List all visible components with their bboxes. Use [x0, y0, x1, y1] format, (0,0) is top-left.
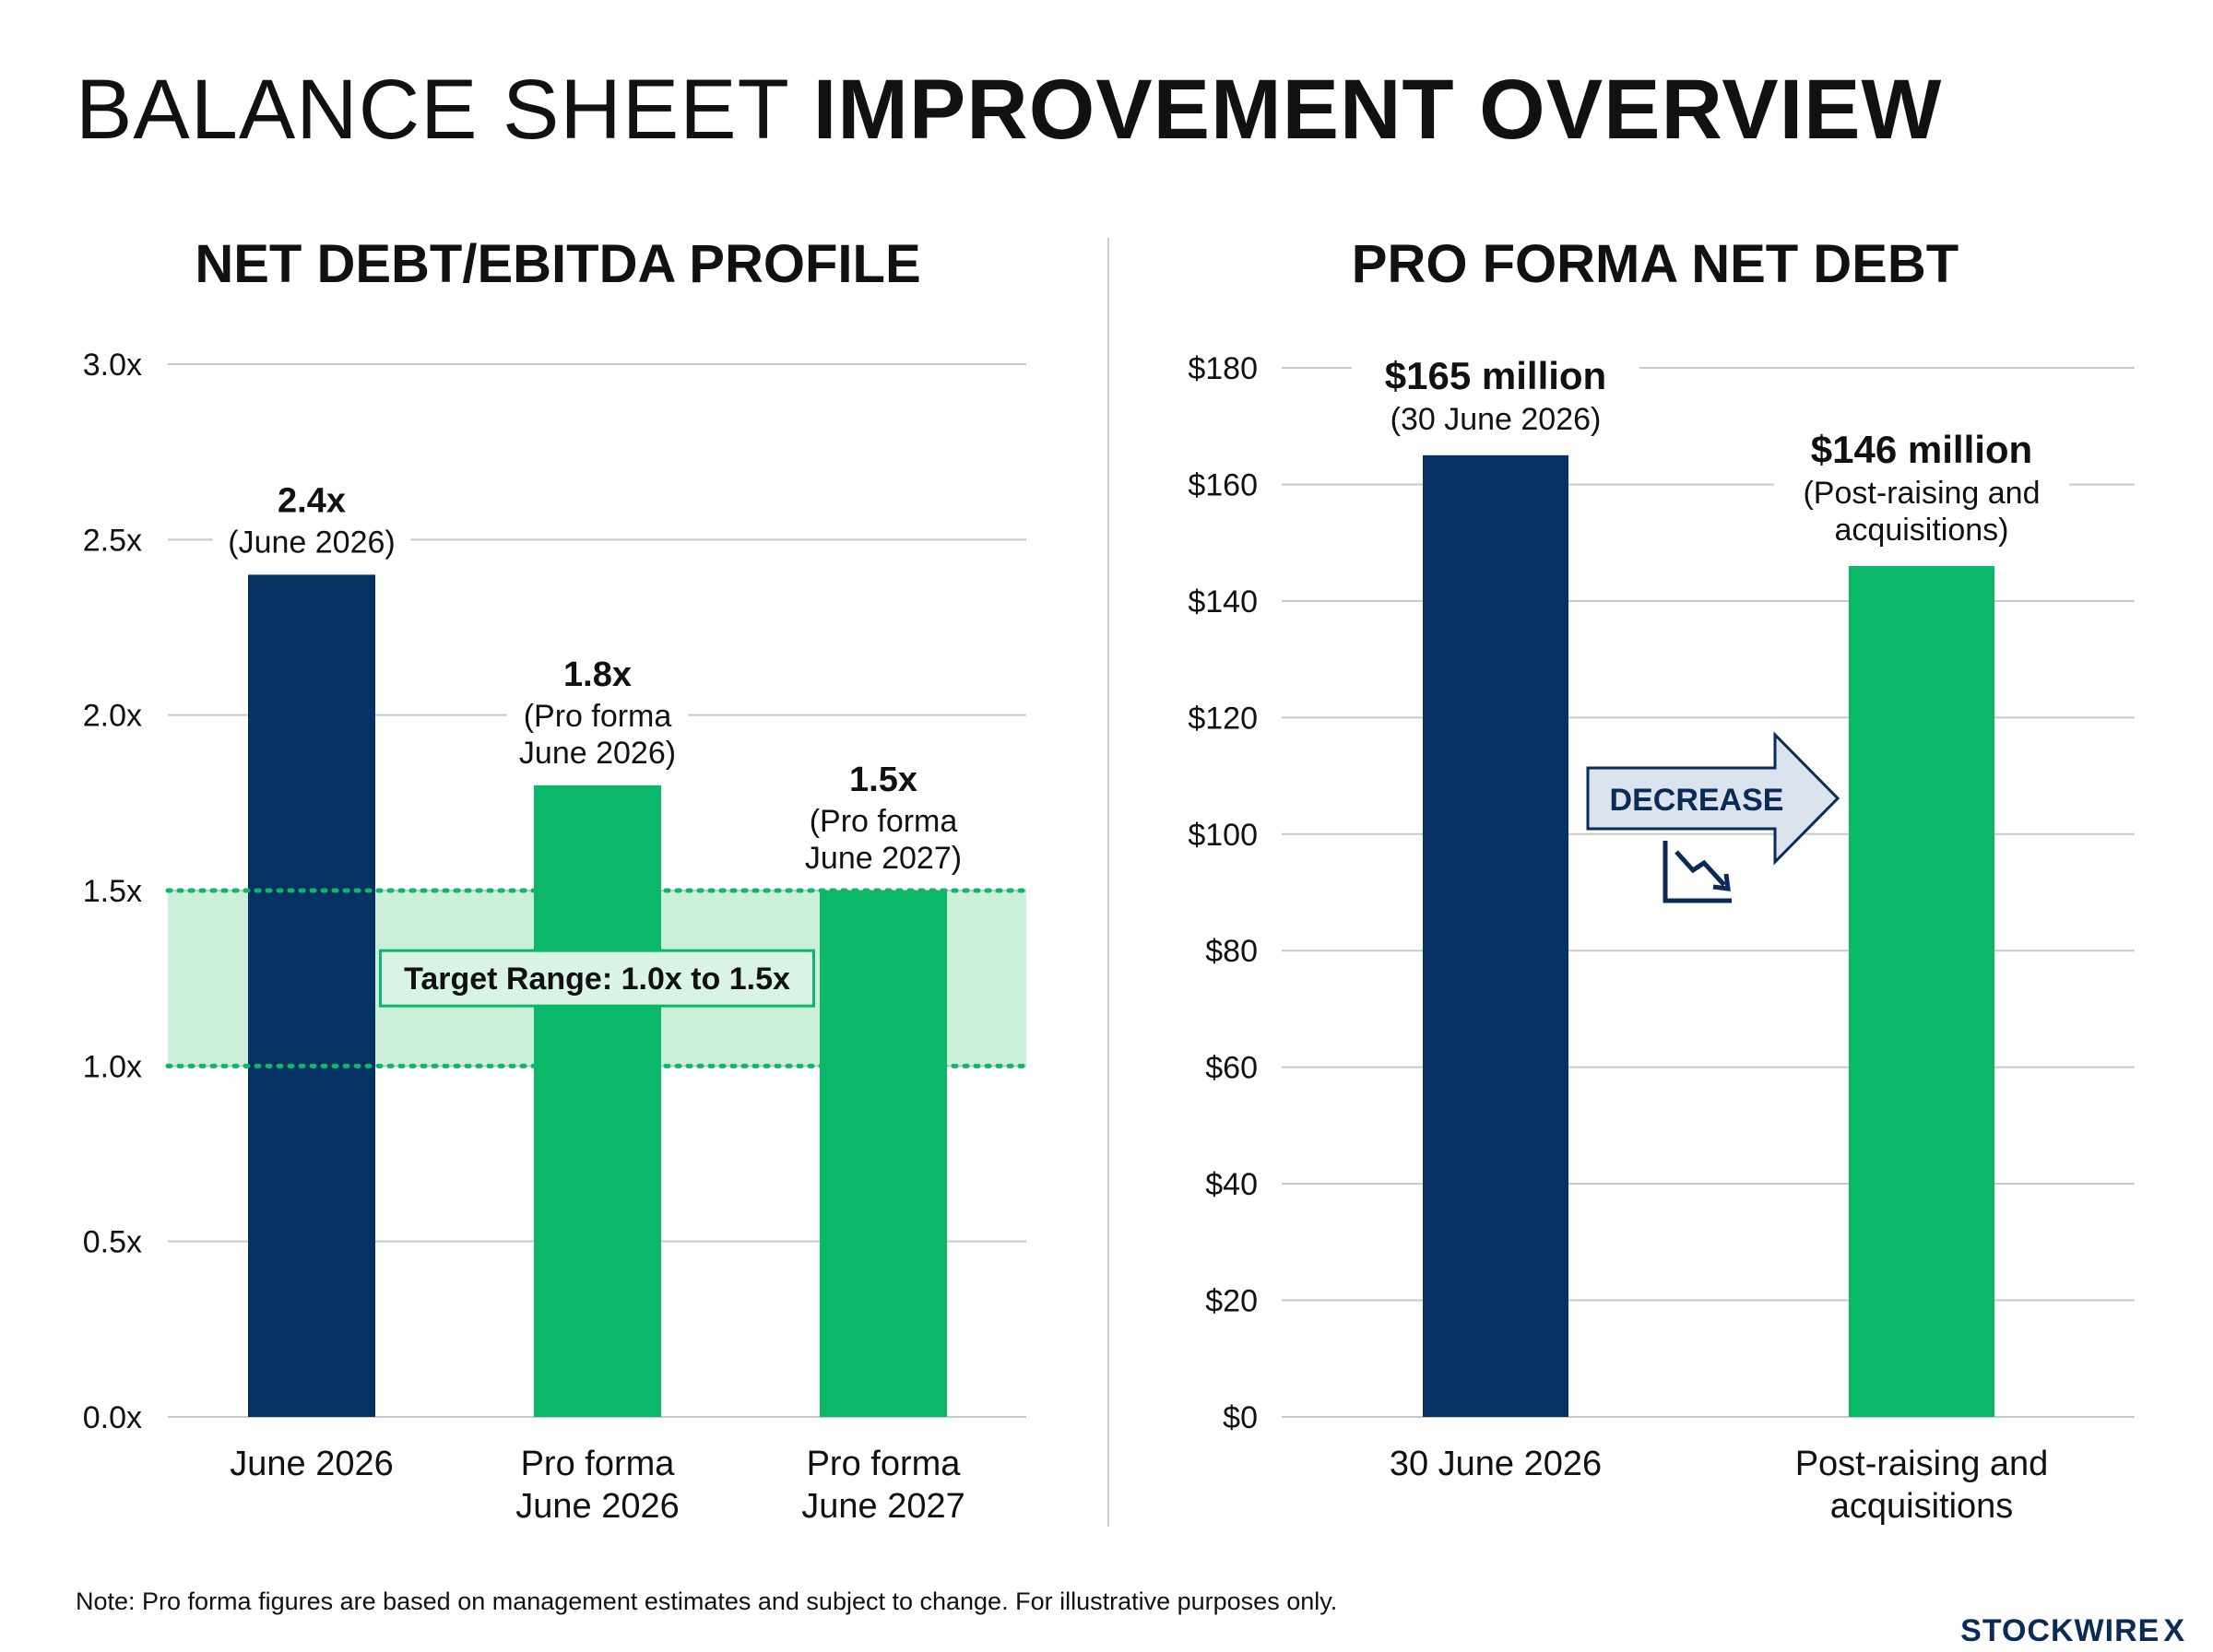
data-label-sub: (Pro forma — [524, 699, 672, 734]
title-bold: IMPROVEMENT OVERVIEW — [812, 63, 1943, 157]
decrease-label: DECREASE — [1610, 783, 1784, 818]
footnote: Note: Pro forma figures are based on man… — [76, 1587, 1338, 1615]
panel-divider — [1107, 238, 1109, 1527]
bar — [534, 785, 661, 1417]
data-label-sub-bg — [212, 525, 411, 562]
y-tick-label: $40 — [1205, 1167, 1258, 1202]
data-label-value-bg — [261, 482, 362, 523]
bar — [820, 891, 947, 1417]
y-tick-label: 1.5x — [83, 874, 142, 909]
data-label-sub: June 2027) — [805, 841, 962, 876]
data-label-sub-bg — [1773, 477, 2070, 513]
x-category-label: June 2027 — [801, 1487, 965, 1526]
x-category-label: acquisitions — [1830, 1487, 2014, 1526]
data-label-value-bg — [547, 655, 648, 697]
x-category-label: Pro forma — [521, 1445, 676, 1483]
x-category-label: 30 June 2026 — [1390, 1445, 1602, 1483]
brand-mark: X — [2163, 1613, 2185, 1648]
x-category-label: Pro forma — [807, 1445, 962, 1483]
bar — [1423, 454, 1568, 1417]
data-label-value: 1.8x — [563, 655, 632, 694]
y-tick-label: $60 — [1205, 1051, 1258, 1086]
title-light: BALANCE SHEET — [76, 63, 789, 157]
data-label-value: $165 million — [1385, 354, 1606, 397]
net-debt-ebitda-chart: 0.0x 0.5x 1.0x 1.5x 2.0x 2.5x 3.0x Target Range… — [83, 348, 1029, 1526]
data-label-sub: (June 2026) — [228, 525, 395, 560]
data-label-sub-bg — [506, 699, 689, 736]
y-tick-label: 2.0x — [83, 699, 142, 734]
data-label-sub: (30 June 2026) — [1391, 402, 1602, 437]
y-tick-label: $140 — [1188, 584, 1258, 620]
y-tick-label: 2.5x — [83, 523, 142, 558]
data-label-value-bg — [1777, 430, 2066, 475]
data-label-sub-bg — [1806, 513, 2037, 550]
data-label-value-bg — [833, 761, 934, 802]
data-label-sub: acquisitions) — [1835, 513, 2009, 548]
y-tick-label: 1.0x — [83, 1049, 142, 1084]
y-tick-label: $20 — [1205, 1284, 1258, 1319]
data-label-sub-bg — [792, 842, 975, 879]
y-tick-label: 3.0x — [83, 348, 142, 383]
y-tick-label: $80 — [1205, 934, 1258, 969]
y-tick-label: $0 — [1223, 1400, 1258, 1435]
pro-forma-net-debt-chart: $0 $20 $40 $60 $80 $100 $120 $140 $160 $180 $165 m… — [1188, 351, 2135, 1526]
y-tick-label: $160 — [1188, 467, 1258, 502]
bar — [248, 574, 375, 1417]
decrease-arrow — [1586, 731, 1840, 866]
target-range-label: Target Range: 1.0x to 1.5x — [404, 962, 790, 997]
y-tick-label: $100 — [1188, 818, 1258, 853]
data-label-sub-bg — [1372, 402, 1619, 440]
brand-name: STOCKWIRE — [1960, 1613, 2160, 1648]
data-label-sub: (Post-raising and — [1803, 476, 2040, 511]
brand-logo: STOCKWIRE X — [1960, 1613, 2185, 1649]
x-category-label: June 2026 — [230, 1445, 394, 1483]
data-label-value: $146 million — [1811, 428, 2032, 471]
trend-arrowhead — [1712, 873, 1731, 891]
y-tick-label: $180 — [1188, 351, 1258, 386]
y-tick-label: 0.5x — [83, 1225, 142, 1260]
left-chart-title: NET DEBT/EBITDA PROFILE — [195, 234, 921, 294]
page-title: BALANCE SHEET IMPROVEMENT OVERVIEW — [76, 59, 1942, 160]
data-label-value-bg — [1351, 356, 1640, 401]
x-category-label: Post-raising and — [1795, 1445, 2049, 1483]
data-label-sub: (Pro forma — [810, 804, 958, 839]
right-chart-title: PRO FORMA NET DEBT — [1351, 234, 1959, 294]
trend-down-icon — [1663, 841, 1732, 903]
target-range-label-box — [379, 949, 815, 1008]
data-label-sub-bg — [792, 805, 975, 842]
trend-line — [1675, 850, 1726, 887]
data-label-value: 1.5x — [849, 761, 917, 799]
bar — [1849, 565, 1994, 1417]
y-tick-label: 0.0x — [83, 1400, 142, 1435]
y-tick-label: $120 — [1188, 701, 1258, 736]
data-label-value: 2.4x — [278, 481, 346, 520]
x-category-label: June 2026 — [515, 1487, 680, 1526]
data-label-sub-bg — [506, 736, 689, 773]
trend-axis — [1663, 841, 1732, 903]
data-label-sub: June 2026) — [519, 736, 676, 771]
